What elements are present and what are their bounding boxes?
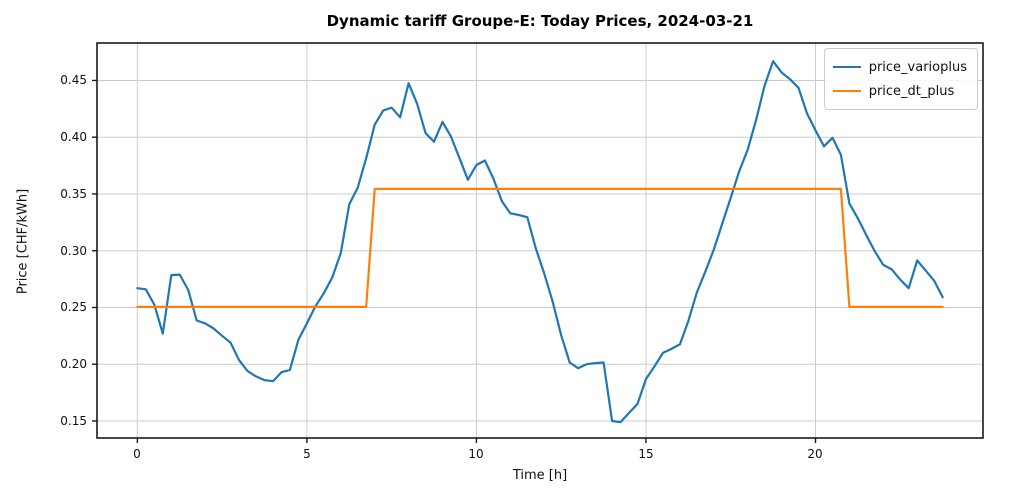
y-axis-label: Price [CHF/kWh] [15, 188, 31, 295]
chart-title: Dynamic tariff Groupe-E: Today Prices, 2… [326, 12, 754, 30]
y-tick-label: 0.30 [60, 244, 87, 258]
dt-plus-line-swatch [832, 90, 861, 92]
x-axis-label: Time [h] [512, 468, 568, 483]
legend-label-dt-plus: price_dt_plus [868, 83, 955, 99]
series-line-price_dt_plus [136, 187, 944, 308]
x-tick-label: 20 [807, 447, 823, 461]
series-line-price_varioplus [136, 60, 944, 424]
x-tick-label: 5 [303, 447, 311, 461]
y-tick-label: 0.35 [60, 187, 87, 201]
axes-frame [96, 42, 984, 439]
y-tick-label: 0.20 [60, 357, 87, 371]
y-tick-label: 0.25 [60, 300, 87, 314]
y-tick-label: 0.15 [60, 414, 87, 428]
y-tick-label: 0.45 [60, 73, 87, 87]
varioplus-line-swatch [832, 66, 861, 68]
x-tick-label: 10 [468, 447, 484, 461]
legend: price_varioplus price_dt_plus [823, 48, 978, 110]
x-tick-label: 0 [133, 447, 141, 461]
y-tick-label: 0.40 [60, 130, 87, 144]
legend-item-dt-plus: price_dt_plus [832, 79, 967, 103]
x-tick-label: 15 [638, 447, 654, 461]
legend-label-varioplus: price_varioplus [868, 59, 967, 75]
legend-item-varioplus: price_varioplus [832, 55, 967, 79]
